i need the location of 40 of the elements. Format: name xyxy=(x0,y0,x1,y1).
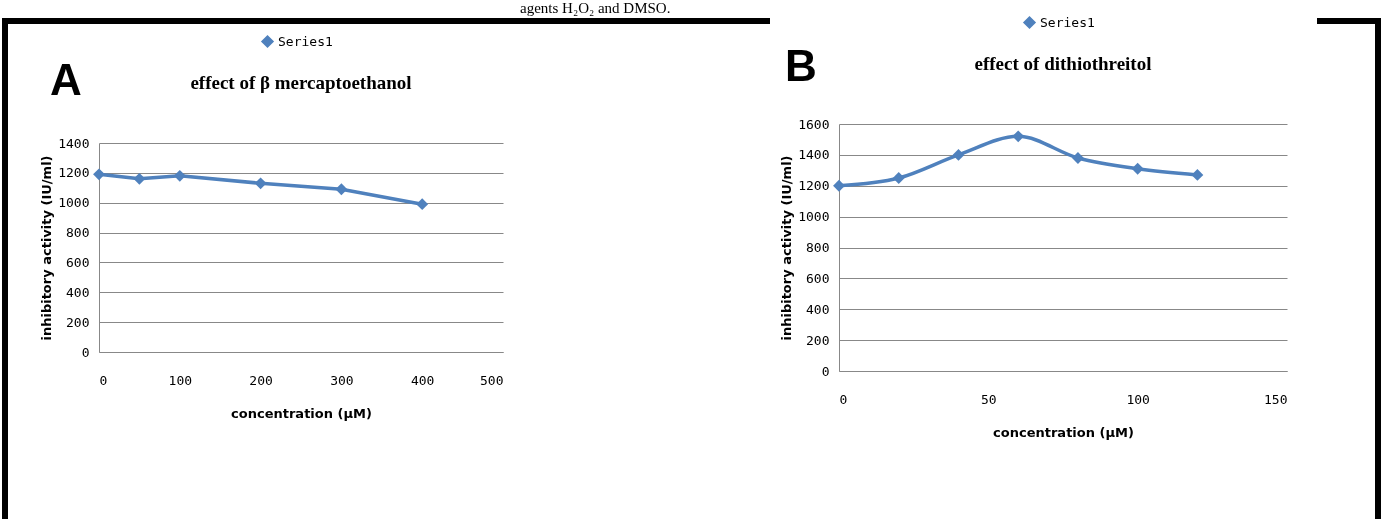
y-axis-title: inhibitory activity (IU/ml) xyxy=(39,155,55,341)
x-tick-label: 100 xyxy=(1126,391,1150,407)
y-tick-label: 400 xyxy=(66,284,90,300)
y-tick-label: 800 xyxy=(66,225,90,241)
y-tick-label: 1200 xyxy=(798,178,830,194)
y-tick-label: 1400 xyxy=(58,135,90,151)
y-tick-label: 200 xyxy=(66,314,90,330)
text: agents H₂O₂ and DMSO. xyxy=(520,0,671,17)
y-tick-label: 200 xyxy=(806,332,830,348)
y-tick-label: 600 xyxy=(66,254,90,270)
point xyxy=(93,168,105,181)
y-tick-label: 1000 xyxy=(58,195,90,211)
text: A xyxy=(50,55,82,104)
x-axis-title: concentration (µM) xyxy=(993,424,1134,440)
chart-title: effect of β mercaptoethanol xyxy=(190,72,412,93)
x-tick-label: 200 xyxy=(249,372,273,388)
y-tick-label: 600 xyxy=(806,270,830,286)
chart-title: effect of dithiothreitol xyxy=(974,53,1152,74)
text: B xyxy=(785,41,817,90)
y-axis-title: inhibitory activity (IU/ml) xyxy=(779,155,795,341)
y-tick-label: 1200 xyxy=(58,165,90,181)
x-tick-label: 0 xyxy=(839,391,848,407)
legend-label: Series1 xyxy=(278,33,333,49)
point xyxy=(335,183,348,196)
x-tick-label: 150 xyxy=(1264,391,1288,407)
x-axis-title: concentration (µM) xyxy=(231,405,372,421)
legend-label: Series1 xyxy=(1040,14,1095,30)
x-tick-label: 100 xyxy=(168,372,193,388)
x-tick-label: 400 xyxy=(410,372,435,388)
x-tick-label: 0 xyxy=(99,372,108,388)
y-tick-label: 0 xyxy=(81,344,90,360)
x-tick-label: 50 xyxy=(981,391,997,407)
x-tick-label: 300 xyxy=(330,372,354,388)
y-tick-label: 1000 xyxy=(798,209,830,225)
y-tick-label: 800 xyxy=(806,240,830,255)
y-tick-label: 1600 xyxy=(798,116,830,132)
x-tick-label: 500 xyxy=(480,372,504,388)
point xyxy=(416,198,429,211)
y-tick-label: 1400 xyxy=(798,147,830,163)
y-tick-label: 400 xyxy=(806,301,830,317)
